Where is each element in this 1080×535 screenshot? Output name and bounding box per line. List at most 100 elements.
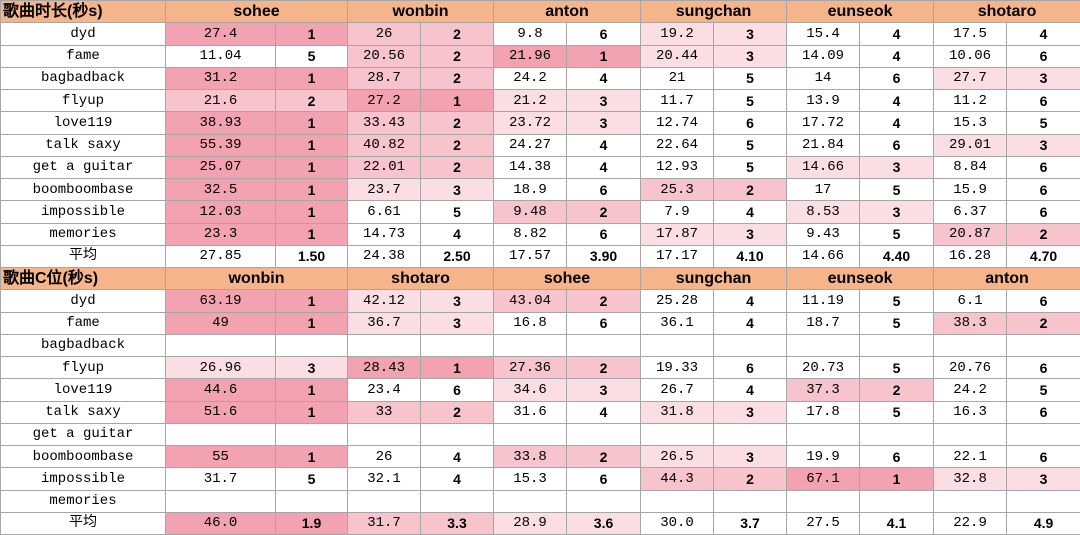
empty-cell [1007, 490, 1080, 512]
time-cell: 37.3 [787, 379, 860, 401]
song-label: get a guitar [1, 423, 166, 445]
song-label: flyup [1, 90, 166, 112]
rank-cell: 2 [567, 201, 641, 223]
rank-cell: 5 [714, 90, 787, 112]
rank-cell: 2 [567, 446, 641, 468]
rank-cell: 6 [1007, 45, 1080, 67]
rank-cell: 3 [421, 179, 494, 201]
empty-cell [714, 423, 787, 445]
rank-cell: 5 [860, 312, 934, 334]
empty-cell [421, 490, 494, 512]
song-label: fame [1, 45, 166, 67]
time-cell: 7.9 [641, 201, 714, 223]
rank-cell: 1 [276, 401, 348, 423]
empty-cell [276, 490, 348, 512]
rank-cell: 4.1 [860, 512, 934, 534]
rank-cell: 6 [567, 179, 641, 201]
rank-cell: 5 [276, 45, 348, 67]
member-header: shotaro [348, 268, 494, 290]
time-cell: 14.38 [494, 156, 567, 178]
table-row: memories [1, 490, 1080, 512]
rank-cell: 4 [567, 134, 641, 156]
rank-cell: 4.9 [1007, 512, 1080, 534]
time-cell: 23.72 [494, 112, 567, 134]
time-cell: 25.28 [641, 290, 714, 312]
empty-cell [787, 490, 860, 512]
empty-cell [714, 490, 787, 512]
time-cell: 36.1 [641, 312, 714, 334]
rank-cell: 6 [1007, 156, 1080, 178]
empty-cell [641, 423, 714, 445]
rank-cell: 6 [860, 446, 934, 468]
member-header: sungchan [641, 268, 787, 290]
song-label: bagbadback [1, 67, 166, 89]
time-cell: 20.56 [348, 45, 421, 67]
rank-cell: 5 [714, 156, 787, 178]
time-cell: 8.82 [494, 223, 567, 245]
time-cell: 9.48 [494, 201, 567, 223]
time-cell: 21 [641, 67, 714, 89]
time-cell: 21.2 [494, 90, 567, 112]
rank-cell: 2 [714, 468, 787, 490]
member-header: sungchan [641, 1, 787, 23]
song-label: dyd [1, 290, 166, 312]
rank-cell: 6 [860, 67, 934, 89]
song-label: talk saxy [1, 134, 166, 156]
empty-cell [421, 334, 494, 356]
time-cell: 9.43 [787, 223, 860, 245]
rank-cell: 4 [1007, 23, 1080, 45]
empty-cell [494, 423, 567, 445]
rank-cell: 1 [276, 223, 348, 245]
time-cell: 20.76 [934, 357, 1007, 379]
rank-cell: 4 [421, 468, 494, 490]
empty-cell [276, 423, 348, 445]
rank-cell: 4 [714, 290, 787, 312]
time-cell: 27.2 [348, 90, 421, 112]
time-cell: 6.1 [934, 290, 1007, 312]
member-header: eunseok [787, 268, 934, 290]
time-cell: 14.66 [787, 245, 860, 267]
empty-cell [787, 423, 860, 445]
rank-cell: 5 [860, 357, 934, 379]
empty-cell [641, 490, 714, 512]
song-label: get a guitar [1, 156, 166, 178]
rank-cell: 4.70 [1007, 245, 1080, 267]
rank-cell: 4 [421, 446, 494, 468]
empty-cell [567, 423, 641, 445]
rank-cell: 1 [276, 67, 348, 89]
song-label: bagbadback [1, 334, 166, 356]
time-cell: 8.84 [934, 156, 1007, 178]
rank-cell: 5 [276, 468, 348, 490]
empty-cell [348, 490, 421, 512]
time-cell: 20.87 [934, 223, 1007, 245]
rank-cell: 4 [567, 156, 641, 178]
time-cell: 11.2 [934, 90, 1007, 112]
empty-cell [934, 423, 1007, 445]
time-cell: 26.96 [166, 357, 276, 379]
empty-cell [348, 334, 421, 356]
time-cell: 33.43 [348, 112, 421, 134]
rank-cell: 5 [421, 201, 494, 223]
time-cell: 6.37 [934, 201, 1007, 223]
rank-cell: 4 [421, 223, 494, 245]
time-cell: 27.4 [166, 23, 276, 45]
rank-cell: 1 [276, 179, 348, 201]
rank-cell: 6 [860, 134, 934, 156]
rank-cell: 6 [421, 379, 494, 401]
time-cell: 16.8 [494, 312, 567, 334]
time-cell: 19.9 [787, 446, 860, 468]
rank-cell: 4.10 [714, 245, 787, 267]
time-cell: 28.43 [348, 357, 421, 379]
rank-cell: 6 [714, 357, 787, 379]
time-cell: 17.5 [934, 23, 1007, 45]
time-cell: 8.53 [787, 201, 860, 223]
time-cell: 10.06 [934, 45, 1007, 67]
time-cell: 17.8 [787, 401, 860, 423]
